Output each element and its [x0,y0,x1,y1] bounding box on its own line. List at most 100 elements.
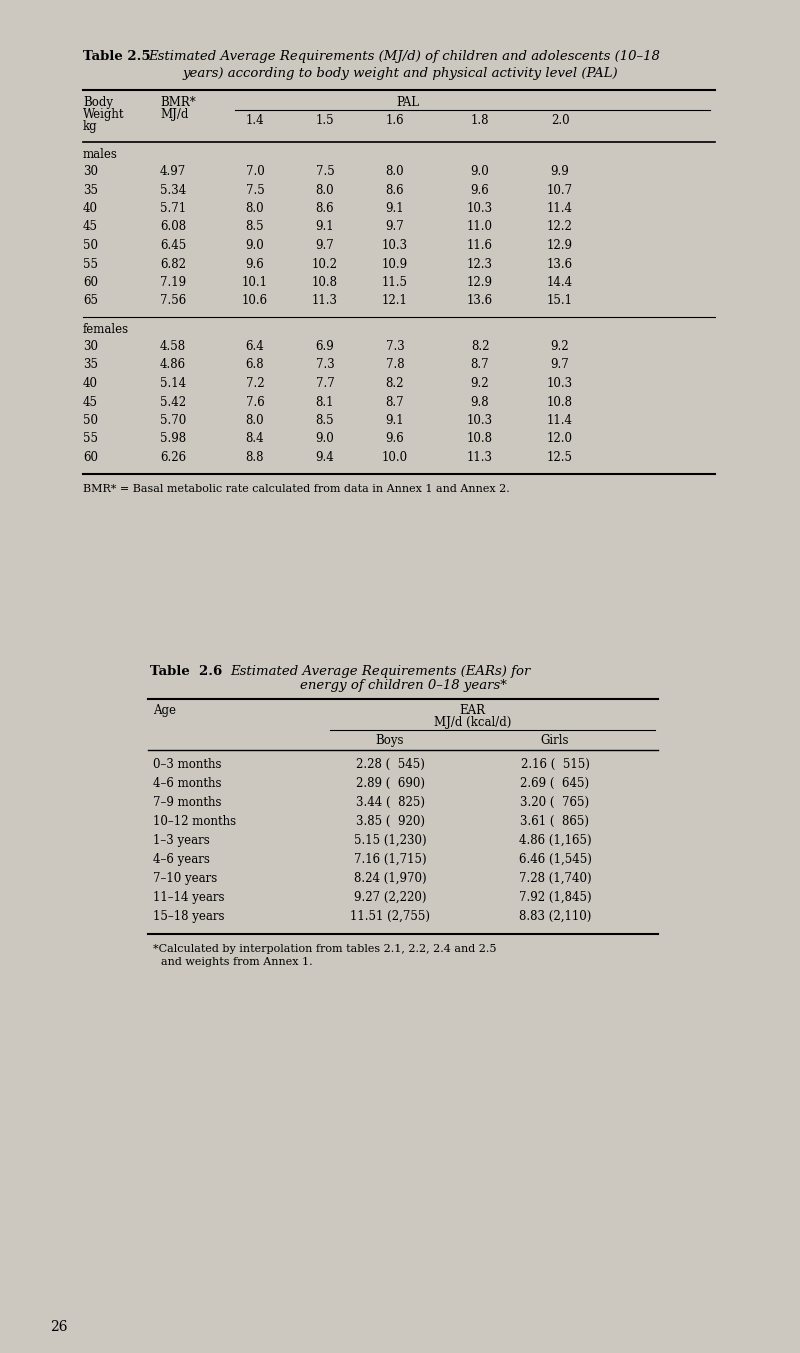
Text: 50: 50 [83,414,98,428]
Text: 8.6: 8.6 [386,184,404,196]
Text: 12.3: 12.3 [467,257,493,271]
Text: 30: 30 [83,165,98,179]
Text: 12.0: 12.0 [547,433,573,445]
Text: 8.0: 8.0 [316,184,334,196]
Text: 2.89 (  690): 2.89 ( 690) [355,777,425,790]
Text: 13.6: 13.6 [547,257,573,271]
Text: 55: 55 [83,257,98,271]
Text: 5.70: 5.70 [160,414,186,428]
Text: 5.71: 5.71 [160,202,186,215]
Text: 7.7: 7.7 [316,377,334,390]
Text: 9.6: 9.6 [470,184,490,196]
Text: 9.0: 9.0 [470,165,490,179]
Text: 2.28 (  545): 2.28 ( 545) [355,758,425,771]
Text: 4–6 months: 4–6 months [153,777,222,790]
Text: 9.7: 9.7 [386,221,404,234]
Text: 60: 60 [83,451,98,464]
Text: Estimated Average Requirements (EARs) for: Estimated Average Requirements (EARs) fo… [230,666,530,678]
Text: 7.2: 7.2 [246,377,264,390]
Text: 9.1: 9.1 [386,414,404,428]
Text: 9.6: 9.6 [386,433,404,445]
Text: 1.6: 1.6 [386,114,404,127]
Text: 8.83 (2,110): 8.83 (2,110) [519,911,591,923]
Text: 8.7: 8.7 [470,359,490,372]
Text: 8.7: 8.7 [386,395,404,409]
Text: 4.97: 4.97 [160,165,186,179]
Text: 10.0: 10.0 [382,451,408,464]
Text: 40: 40 [83,202,98,215]
Text: 1.5: 1.5 [316,114,334,127]
Text: Body: Body [83,96,113,110]
Text: 3.85 (  920): 3.85 ( 920) [355,815,425,828]
Text: Age: Age [153,704,176,717]
Text: 10.9: 10.9 [382,257,408,271]
Text: 8.2: 8.2 [386,377,404,390]
Text: Boys: Boys [376,733,404,747]
Text: 45: 45 [83,395,98,409]
Text: 11–14 years: 11–14 years [153,892,225,904]
Text: 9.1: 9.1 [386,202,404,215]
Text: 8.2: 8.2 [470,340,490,353]
Text: 8.1: 8.1 [316,395,334,409]
Text: 7–10 years: 7–10 years [153,871,218,885]
Text: 10–12 months: 10–12 months [153,815,236,828]
Text: 5.14: 5.14 [160,377,186,390]
Text: 12.2: 12.2 [547,221,573,234]
Text: 7.56: 7.56 [160,295,186,307]
Text: 35: 35 [83,184,98,196]
Text: 11.3: 11.3 [467,451,493,464]
Text: BMR*: BMR* [160,96,196,110]
Text: 30: 30 [83,340,98,353]
Text: years) according to body weight and physical activity level (PAL): years) according to body weight and phys… [182,68,618,80]
Text: 8.8: 8.8 [246,451,264,464]
Text: 9.4: 9.4 [316,451,334,464]
Text: 55: 55 [83,433,98,445]
Text: 9.2: 9.2 [550,340,570,353]
Text: 7–9 months: 7–9 months [153,796,222,809]
Text: 10.3: 10.3 [467,414,493,428]
Text: 4.86 (1,165): 4.86 (1,165) [518,833,591,847]
Text: 1–3 years: 1–3 years [153,833,210,847]
Text: 3.44 (  825): 3.44 ( 825) [355,796,425,809]
Text: 1.4: 1.4 [246,114,264,127]
Text: 11.6: 11.6 [467,239,493,252]
Text: 11.4: 11.4 [547,202,573,215]
Text: *Calculated by interpolation from tables 2.1, 2.2, 2.4 and 2.5: *Calculated by interpolation from tables… [153,944,497,954]
Text: 35: 35 [83,359,98,372]
Text: 7.5: 7.5 [316,165,334,179]
Text: 9.0: 9.0 [246,239,264,252]
Text: 10.3: 10.3 [382,239,408,252]
Text: 11.5: 11.5 [382,276,408,290]
Text: 6.82: 6.82 [160,257,186,271]
Text: 10.3: 10.3 [547,377,573,390]
Text: Estimated Average Requirements (MJ/d) of children and adolescents (10–18: Estimated Average Requirements (MJ/d) of… [148,50,660,64]
Text: 6.9: 6.9 [316,340,334,353]
Text: 11.0: 11.0 [467,221,493,234]
Text: 7.3: 7.3 [386,340,404,353]
Text: 7.5: 7.5 [246,184,264,196]
Text: 6.08: 6.08 [160,221,186,234]
Text: 7.16 (1,715): 7.16 (1,715) [354,852,426,866]
Text: 2.16 (  515): 2.16 ( 515) [521,758,590,771]
Text: BMR* = Basal metabolic rate calculated from data in Annex 1 and Annex 2.: BMR* = Basal metabolic rate calculated f… [83,483,510,494]
Text: 10.7: 10.7 [547,184,573,196]
Text: 5.98: 5.98 [160,433,186,445]
Text: 7.6: 7.6 [246,395,264,409]
Text: 5.15 (1,230): 5.15 (1,230) [354,833,426,847]
Text: 3.20 (  765): 3.20 ( 765) [521,796,590,809]
Text: 15.1: 15.1 [547,295,573,307]
Text: 1.8: 1.8 [470,114,490,127]
Text: 12.5: 12.5 [547,451,573,464]
Text: 8.0: 8.0 [386,165,404,179]
Text: males: males [83,147,118,161]
Text: 2.69 (  645): 2.69 ( 645) [521,777,590,790]
Text: 14.4: 14.4 [547,276,573,290]
Text: 11.51 (2,755): 11.51 (2,755) [350,911,430,923]
Text: Weight: Weight [83,108,125,120]
Text: 9.7: 9.7 [550,359,570,372]
Text: 8.6: 8.6 [316,202,334,215]
Text: 6.26: 6.26 [160,451,186,464]
Text: Girls: Girls [541,733,570,747]
Text: 60: 60 [83,276,98,290]
Text: 40: 40 [83,377,98,390]
